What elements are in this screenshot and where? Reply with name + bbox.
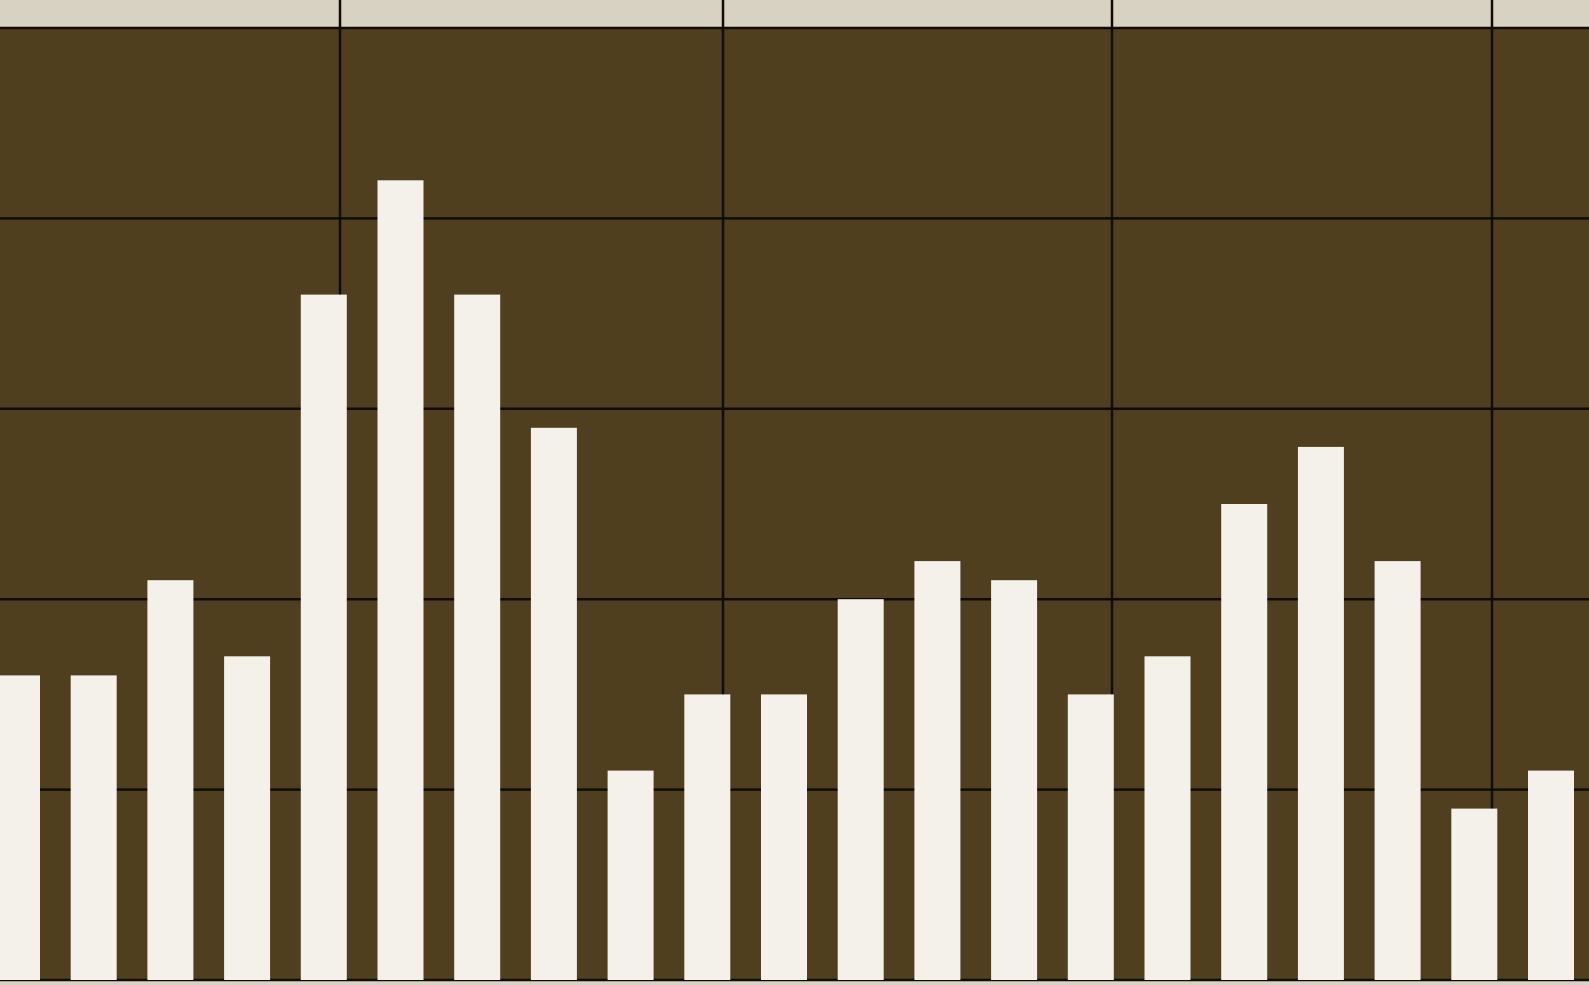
bar-2 [70,675,117,980]
bar-17 [1221,504,1268,980]
bar-9 [607,770,654,980]
bar-16 [1144,656,1191,980]
bar-20 [1451,808,1498,980]
bar-14 [991,580,1038,980]
bar-7 [454,294,501,981]
bar-3 [147,580,194,980]
bar-12 [837,599,884,980]
bar-10 [684,694,731,980]
bar-15 [1067,694,1114,980]
bar-8 [530,427,577,980]
bar-13 [914,561,961,980]
bar-19 [1374,561,1421,980]
bars [0,180,1574,981]
bar-4 [224,656,271,980]
bar-21 [1528,770,1574,980]
bar-6 [377,180,424,981]
bar-5 [300,294,347,981]
bar-18 [1297,446,1344,980]
bar-11 [761,694,807,980]
bar-1 [0,675,40,980]
